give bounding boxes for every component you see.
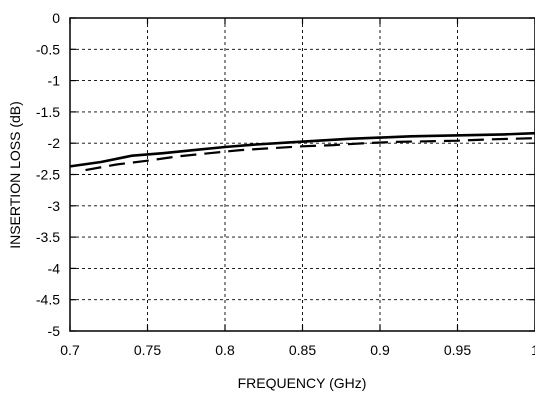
y-tick-label: -1 [48,73,61,89]
x-tick-label: 0.85 [289,342,316,358]
axis-ticks [69,17,535,332]
x-axis-label: FREQUENCY (GHz) [238,375,367,391]
y-tick-label: -3 [48,198,61,214]
y-tick-label: -2 [48,135,61,151]
series-line-solid [69,131,535,168]
x-tick-labels: 0.7 0.75 0.8 0.85 0.9 0.95 1 [60,342,535,358]
x-tick-label: 0.95 [444,342,471,358]
y-tick-label: -5 [48,323,61,339]
grid-lines [70,18,535,331]
x-tick-label: 0.8 [215,342,235,358]
y-tick-label: -0.5 [36,41,60,57]
x-tick-label: 0.7 [60,342,80,358]
y-tick-label: -1.5 [36,104,60,120]
x-tick-label: 0.75 [134,342,161,358]
series-line-dashed [85,137,535,172]
y-tick-label: -3.5 [36,229,60,245]
series-lines [69,131,535,172]
y-axis-label: INSERTION LOSS (dB) [7,101,23,249]
y-tick-label: 0 [52,10,60,26]
x-tick-label: 0.9 [370,342,390,358]
x-tick-label: 1 [531,342,535,358]
y-tick-label: -4 [48,260,61,276]
y-tick-labels: 0 -0.5 -1 -1.5 -2 -2.5 -3 -3.5 -4 -4.5 -5 [36,10,60,339]
y-tick-label: -4.5 [36,292,60,308]
y-tick-label: -2.5 [36,167,60,183]
